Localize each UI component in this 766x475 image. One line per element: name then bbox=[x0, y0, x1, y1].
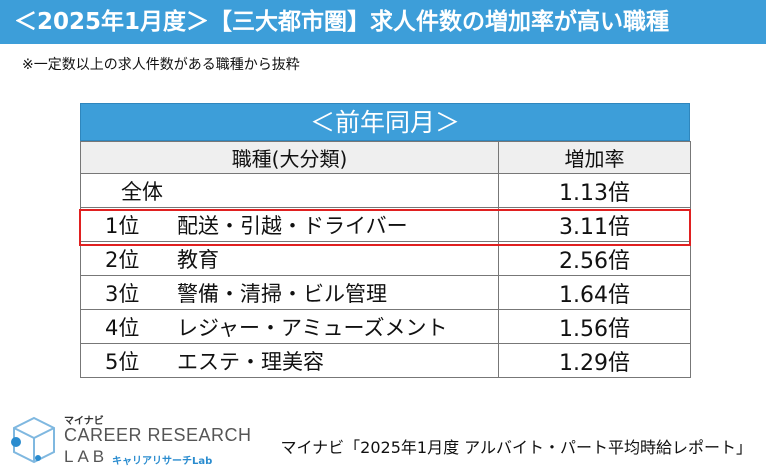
overall-label: 全体 bbox=[80, 173, 499, 208]
overall-rate: 1.13倍 bbox=[498, 173, 691, 208]
brand-main-text: CAREER RESEARCH bbox=[64, 425, 252, 445]
rank: 1位 bbox=[105, 213, 140, 238]
brand-small-text: マイナビ bbox=[64, 416, 104, 427]
category-label: レジャー・アミューズメント bbox=[177, 315, 448, 340]
career-research-lab-logo: マイナビ CAREER RESEARCH LAB キャリアリサーチLab bbox=[8, 412, 251, 468]
rate-value: 1.29倍 bbox=[498, 343, 691, 378]
table-row: 1位 配送・引越・ドライバー 3.11倍 bbox=[80, 207, 691, 242]
table-row: 2位 教育 2.56倍 bbox=[80, 241, 691, 276]
rank: 2位 bbox=[105, 247, 140, 272]
cube-logo-icon bbox=[11, 416, 55, 464]
page-title: ＜2025年1月度＞【三大都市圏】求人件数の増加率が高い職種 bbox=[0, 0, 766, 44]
source-citation: マイナビ「2025年1月度 アルバイト・パート平均時給レポート」 bbox=[280, 438, 752, 457]
table-row: 3位 警備・清掃・ビル管理 1.64倍 bbox=[80, 275, 691, 310]
ranking-table: ＜前年同月＞ 職種(大分類) 増加率 全体 1.13倍 1位 配送・引越・ドライバ… bbox=[80, 103, 691, 378]
table-row: 4位 レジャー・アミューズメント 1.56倍 bbox=[80, 309, 691, 344]
rank: 5位 bbox=[105, 349, 140, 374]
category-label: エステ・理美容 bbox=[177, 349, 324, 374]
category-label: 警備・清掃・ビル管理 bbox=[177, 281, 387, 306]
rank: 3位 bbox=[105, 281, 140, 306]
rate-value: 1.64倍 bbox=[498, 275, 691, 310]
rate-value: 2.56倍 bbox=[498, 241, 691, 276]
category-label: 教育 bbox=[177, 247, 219, 272]
note-text: ※一定数以上の求人件数がある職種から抜粋 bbox=[22, 57, 300, 73]
rate-value: 1.56倍 bbox=[498, 309, 691, 344]
category-label: 配送・引越・ドライバー bbox=[177, 213, 408, 238]
table-caption: ＜前年同月＞ bbox=[80, 103, 690, 141]
brand-lab-text: LAB bbox=[64, 447, 109, 466]
column-header-category: 職種(大分類) bbox=[80, 141, 499, 174]
rank: 4位 bbox=[105, 315, 140, 340]
table-row: 5位 エステ・理美容 1.29倍 bbox=[80, 343, 691, 378]
rate-value: 3.11倍 bbox=[498, 207, 691, 242]
column-header-rate: 増加率 bbox=[498, 141, 691, 174]
table-header-row: 職種(大分類) 増加率 bbox=[80, 141, 691, 174]
brand-jp-text: キャリアリサーチLab bbox=[112, 456, 213, 467]
table-row-overall: 全体 1.13倍 bbox=[80, 173, 691, 208]
